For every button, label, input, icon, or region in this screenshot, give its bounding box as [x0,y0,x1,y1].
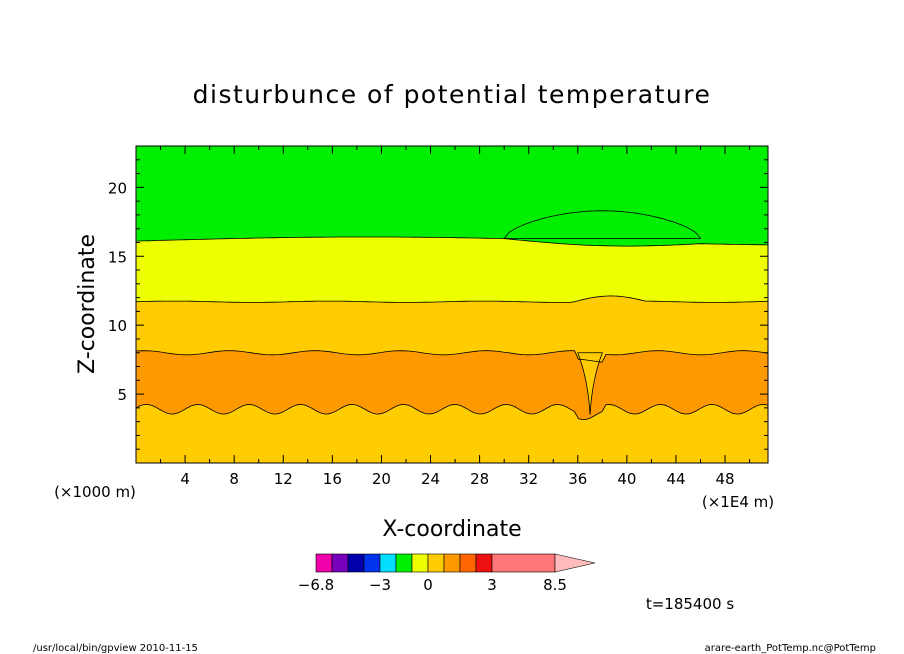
x-tick-label: 44 [666,470,685,488]
x-axis-label: X-coordinate [382,517,521,542]
colorbar-swatch [443,553,461,573]
x-tick-label: 36 [568,470,587,488]
contour-line [135,350,769,363]
contour-fills [136,146,768,463]
x-tick-label: 12 [274,470,293,488]
colorbar-tick-label: 3 [487,576,497,594]
x-tick-label: 28 [470,470,489,488]
contour-line [135,295,769,303]
colorbar-swatch [491,553,556,573]
plume [577,352,603,415]
colorbar-swatch [315,553,333,573]
x-unit-right: (×1E4 m) [702,493,774,511]
y-tick-label: 15 [108,248,127,266]
colorbar-tick-label: −3 [369,576,391,594]
colorbar-swatch [347,553,365,573]
y-tick-label: 5 [117,386,127,404]
contour-layer [136,350,768,420]
x-unit-left: (×1000 m) [54,483,136,501]
x-tick-label: 4 [180,470,190,488]
x-tick-label: 8 [229,470,239,488]
colorbar-tick-label: −6.8 [298,576,334,594]
colorbar-tick-label: 0 [423,576,433,594]
y-tick-label: 10 [108,317,127,335]
colorbar-swatch [395,553,413,573]
chart-title: disturbunce of potential temperature [193,80,712,109]
colorbar-swatch [363,553,381,573]
footer-right: arare-earth_PotTemp.nc@PotTemp [705,643,876,654]
contour-line [135,403,769,421]
contour-lines [135,236,769,421]
x-tick-label: 20 [372,470,391,488]
colorbar-swatch [379,553,397,573]
green-cap [503,210,701,239]
x-tick-label: 40 [617,470,636,488]
contour-layer [136,295,768,363]
colorbar-swatch [459,553,477,573]
contour-line [135,236,769,247]
footer-left: /usr/local/bin/gpview 2010-11-15 [33,643,198,654]
y-tick-label: 20 [108,179,127,197]
x-tick-label: 32 [519,470,538,488]
x-tick-label: 16 [323,470,342,488]
colorbar-arrow [554,553,596,573]
colorbar-swatch [331,553,349,573]
x-tick-label: 48 [716,470,735,488]
contour-layer [136,404,768,463]
time-label: t=185400 s [646,595,734,613]
contour-layer [136,237,768,303]
colorbar-tick-label: 8.5 [543,576,567,594]
colorbar: −6.8 −3 0 3 8.5 [298,553,596,594]
x-tick-label: 24 [421,470,440,488]
colorbar-swatch [427,553,445,573]
colorbar-swatch [475,553,493,573]
plot-frame [135,145,769,464]
colorbar-swatch [411,553,429,573]
y-axis-label: Z-coordinate [75,234,100,374]
